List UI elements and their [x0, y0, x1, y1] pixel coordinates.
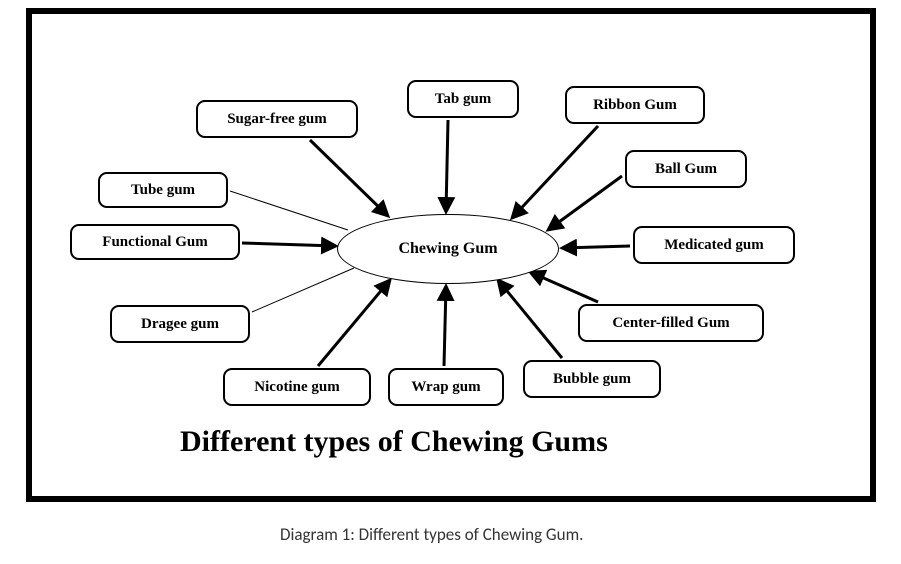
node-label: Functional Gum	[102, 234, 207, 251]
center-node-label: Chewing Gum	[398, 240, 497, 258]
node-wrap: Wrap gum	[388, 368, 504, 406]
node-label: Tube gum	[131, 182, 195, 199]
node-sugarfree: Sugar-free gum	[196, 100, 358, 138]
diagram-title: Different types of Chewing Gums	[180, 425, 608, 459]
node-ribbon: Ribbon Gum	[565, 86, 705, 124]
node-label: Tab gum	[435, 91, 492, 108]
node-tube: Tube gum	[98, 172, 228, 208]
node-label: Sugar-free gum	[227, 111, 327, 128]
node-centerfilled: Center-filled Gum	[578, 304, 764, 342]
node-label: Dragee gum	[141, 316, 219, 333]
node-label: Center-filled Gum	[612, 315, 729, 332]
node-label: Medicated gum	[664, 237, 764, 254]
diagram-caption: Diagram 1: Different types of Chewing Gu…	[280, 524, 583, 545]
diagram-title-text: Different types of Chewing Gums	[180, 425, 608, 458]
diagram-caption-text: Diagram 1: Different types of Chewing Gu…	[280, 524, 583, 545]
node-bubble: Bubble gum	[523, 360, 661, 398]
diagram-canvas: Chewing Gum Tab gum Sugar-free gum Ribbon …	[0, 0, 901, 564]
node-dragee: Dragee gum	[110, 305, 250, 343]
node-label: Wrap gum	[411, 379, 480, 396]
node-label: Nicotine gum	[254, 379, 339, 396]
node-tab: Tab gum	[407, 80, 519, 118]
node-functional: Functional Gum	[70, 224, 240, 260]
node-medicated: Medicated gum	[633, 226, 795, 264]
node-nicotine: Nicotine gum	[223, 368, 371, 406]
node-label: Ribbon Gum	[593, 97, 677, 114]
center-node: Chewing Gum	[337, 214, 559, 284]
node-label: Bubble gum	[553, 371, 631, 388]
node-ball: Ball Gum	[625, 150, 747, 188]
node-label: Ball Gum	[655, 161, 717, 178]
